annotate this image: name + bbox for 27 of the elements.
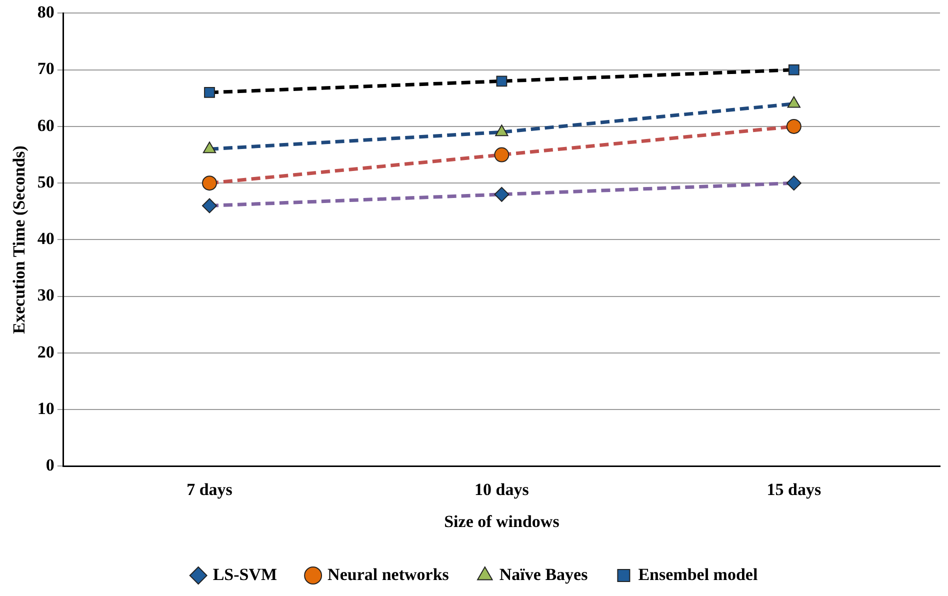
y-tick-label: 30 <box>37 286 54 305</box>
point <box>788 64 800 76</box>
y-tick-label: 0 <box>46 456 54 475</box>
point <box>496 76 508 87</box>
point <box>494 147 510 162</box>
y-tick-label: 20 <box>37 342 54 362</box>
point <box>202 198 217 214</box>
point <box>786 176 802 191</box>
x-tick-label: 7 days <box>186 480 233 499</box>
y-tick-label: 60 <box>37 116 54 135</box>
y-tick-label: 80 <box>37 2 54 22</box>
legend-label: LS-SVM <box>212 564 278 584</box>
point <box>202 176 217 191</box>
legend-label: Neural networks <box>328 564 450 584</box>
point <box>494 186 510 202</box>
x-axis-title: Size of windows <box>444 512 560 532</box>
y-tick-label: 40 <box>37 229 54 248</box>
x-tick-label: 15 days <box>766 480 822 499</box>
legend-label: Ensembel model <box>638 564 758 584</box>
legend-label: Naïve Bayes <box>499 564 588 584</box>
y-tick-label: 10 <box>37 398 54 418</box>
y-axis-title: Execution Time (Seconds) <box>10 146 29 334</box>
y-tick-label: 70 <box>37 59 54 78</box>
point <box>204 87 215 98</box>
y-tick-label: 50 <box>37 172 54 192</box>
x-tick-label: 10 days <box>474 480 530 499</box>
point <box>786 118 802 134</box>
